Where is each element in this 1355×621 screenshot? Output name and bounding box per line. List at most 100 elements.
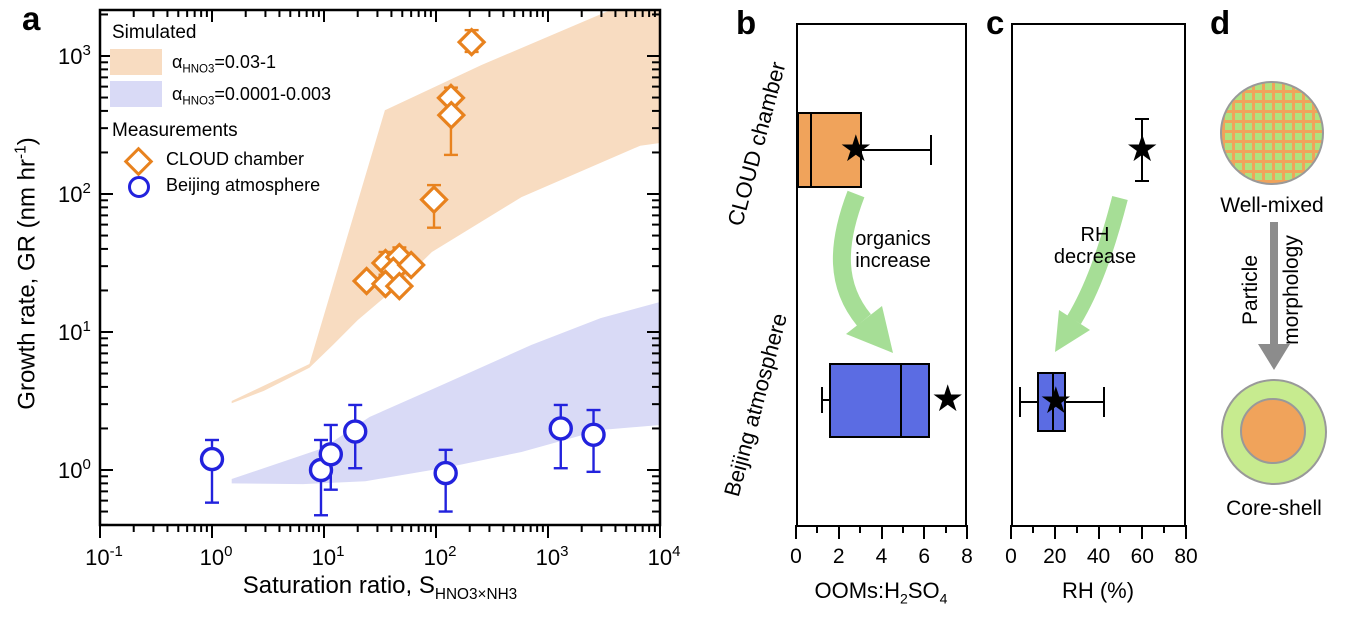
caption-line: decrease	[1053, 246, 1137, 268]
simulated-band-aHNO3-0.0001-0.003	[231, 302, 660, 485]
panel-b-tick-label: 4	[875, 545, 888, 568]
alpha-value: =0.03-1	[214, 52, 276, 72]
core-shell-core	[1240, 398, 1306, 464]
cloud-chamber-point	[384, 271, 415, 301]
beijing-rh-box	[1037, 372, 1066, 432]
panel-b-tick	[880, 525, 883, 539]
panel-c-minor-tick	[1163, 525, 1166, 533]
alpha-value: =0.0001-0.003	[214, 84, 332, 104]
cloud-box-median	[809, 114, 813, 186]
legend-swatch-orange-band	[110, 49, 162, 75]
panel-b-tick	[837, 525, 840, 539]
beijing-whisker-cap	[820, 387, 824, 413]
morphology-arrow-head	[1258, 344, 1290, 370]
organics-increase-arrow	[832, 190, 872, 326]
simulated-band-aHNO3-0.03-1	[231, 10, 660, 404]
beijing-box	[829, 363, 930, 438]
core-shell-label: Core-shell	[1226, 497, 1322, 520]
ooms-sub2: 4	[939, 590, 948, 607]
legend-swatch-blue-band	[110, 81, 162, 107]
cloud-rh-star: ★	[1125, 127, 1159, 171]
cloud-chamber-point	[456, 27, 487, 57]
tick-label: 100	[58, 456, 91, 483]
panel-b-minor-tick	[816, 525, 819, 533]
panel-b-minor-tick	[901, 525, 904, 533]
panel-b-tick	[923, 525, 926, 539]
panel-c-tick	[1053, 525, 1056, 539]
rh-decrease-arrow	[1067, 195, 1128, 325]
panel-b-tick-label: 6	[918, 545, 931, 568]
rh-decrease-caption: RH decrease	[1035, 224, 1155, 268]
panel-c-tick	[1185, 525, 1188, 539]
cloud-whisker-cap	[929, 135, 933, 165]
cloud-rh-bar	[1141, 118, 1144, 182]
beijing-rh-whisker-cap	[1102, 387, 1106, 417]
beijing-mean-star: ★	[931, 377, 965, 421]
cloud-whisker	[862, 148, 931, 152]
organics-increase-caption: organics increase	[833, 228, 953, 272]
beijing-rh-box-median	[1051, 374, 1054, 430]
legend-beijing-label: Beijing atmosphere	[166, 175, 321, 195]
panel-a-letter: a	[22, 0, 41, 37]
tick-label: 104	[648, 543, 681, 570]
panel-c-tick-label: 40	[1086, 545, 1111, 568]
cloud-chamber-point	[419, 184, 449, 215]
beijing-rh-star: ★	[1039, 379, 1073, 423]
rh-decrease-arrowhead	[1055, 310, 1090, 352]
panel-c-tick	[1010, 525, 1013, 539]
beijing-box-median	[899, 365, 902, 436]
cloud-rh-bar-cap	[1135, 179, 1150, 182]
alpha-subscript: HNO3	[182, 95, 215, 108]
ooms-label: OOMs:H	[814, 578, 901, 603]
legend-simulated-header: Simulated	[112, 22, 197, 43]
ooms-sub: 2	[900, 590, 908, 607]
well-mixed-label: Well-mixed	[1220, 194, 1324, 217]
x-axis-title-a: Saturation ratio, SHNO3×NH3	[200, 572, 560, 604]
beijing-atmosphere-point	[548, 416, 573, 441]
core-shell-particle	[1221, 379, 1327, 485]
cloud-chamber-point	[396, 250, 426, 280]
panel-c-minor-tick	[1031, 525, 1034, 533]
beijing-atmosphere-point	[433, 460, 458, 486]
panel-c-letter: c	[986, 4, 1005, 41]
cloud-chamber-point	[436, 100, 467, 130]
legend-measurements-header: Measurements	[112, 120, 238, 141]
caption-line: organics	[855, 228, 931, 250]
x-axis-title-c: RH (%)	[1061, 578, 1135, 603]
panel-b-minor-tick	[944, 525, 947, 533]
panel-b-tick	[795, 525, 798, 539]
beijing-whisker	[821, 398, 830, 402]
alpha-subscript: HNO3	[182, 63, 215, 76]
panel-c-tick-label: 20	[1043, 545, 1067, 568]
panel-a-frame	[98, 8, 662, 527]
panel-b-tick-label: 0	[790, 545, 802, 568]
panel-c-tick	[1141, 525, 1144, 539]
panel-c-tick	[1097, 525, 1100, 539]
well-mixed-particle	[1220, 81, 1324, 185]
circle-marker-icon	[128, 176, 150, 198]
beijing-atmosphere-point	[199, 446, 225, 472]
beijing-atmosphere-point	[318, 442, 343, 467]
legend-cloud-label: CLOUD chamber	[166, 149, 305, 169]
caption-line: increase	[855, 250, 931, 272]
caption-line: RH	[1080, 224, 1110, 246]
panel-d-letter: d	[1210, 4, 1231, 41]
panel-b-tick-label: 2	[832, 545, 845, 568]
cloud-chamber-point	[351, 266, 382, 296]
beijing-atmosphere-point	[343, 419, 368, 444]
alpha-symbol: α	[172, 52, 183, 72]
panel-b-tick-label: 8	[961, 545, 973, 568]
panel-c-tick-label: 80	[1174, 545, 1198, 568]
panel-b-minor-tick	[859, 525, 862, 533]
cloud-box	[797, 112, 863, 188]
legend-band2-label: αHNO3=0.0001-0.003	[172, 84, 331, 108]
morphology-arrow-shaft	[1270, 222, 1278, 344]
panel-c-minor-tick	[1075, 525, 1078, 533]
panel-c-tick-label: 60	[1130, 545, 1154, 568]
alpha-symbol: α	[172, 84, 183, 104]
beijing-rh-whisker-cap	[1018, 387, 1022, 417]
ooms-label2: SO	[907, 578, 940, 603]
